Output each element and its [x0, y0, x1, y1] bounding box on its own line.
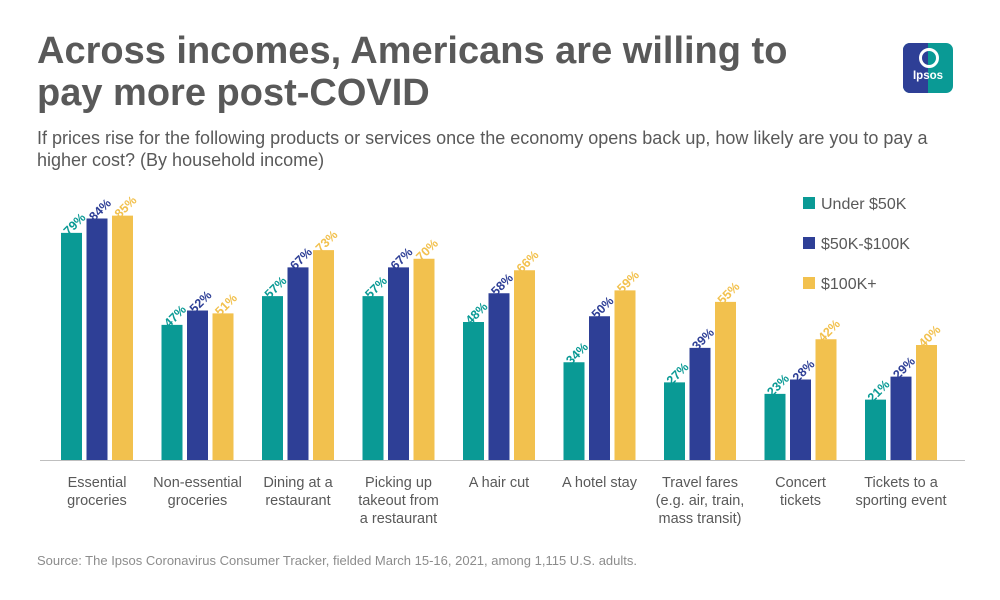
legend-swatch [803, 277, 815, 289]
bar [715, 301, 736, 460]
bar [86, 218, 108, 460]
bar [589, 316, 610, 460]
chart-subtitle: If prices rise for the following product… [37, 128, 928, 170]
x-tick-label: Dining at a restaurant [263, 475, 333, 509]
bar [313, 250, 334, 460]
bar [287, 267, 309, 460]
bar [514, 270, 535, 460]
bar [890, 376, 912, 460]
bar [112, 215, 133, 460]
bar [413, 258, 435, 460]
bar [563, 362, 585, 460]
x-tick-label: Concert tickets [775, 475, 826, 509]
bar [61, 232, 82, 460]
bar [463, 322, 484, 460]
bar [790, 379, 811, 460]
x-tick-label: Non-essential groceries [153, 475, 242, 509]
bar [488, 293, 510, 460]
x-tick-label: A hair cut [469, 475, 529, 491]
ipsos-logo: Ipsos [903, 43, 953, 93]
bar [916, 345, 937, 460]
bar [764, 393, 786, 460]
legend-label: $100K+ [821, 276, 877, 293]
bar [187, 310, 208, 460]
bar [362, 296, 384, 460]
bar [815, 339, 837, 460]
bar [614, 290, 636, 460]
legend-swatch [803, 237, 815, 249]
bar [664, 382, 685, 460]
ipsos-logo-text: Ipsos [912, 70, 944, 82]
legend-label: $50K-$100K [821, 236, 910, 253]
x-tick-label: Tickets to a sporting event [855, 475, 946, 509]
x-tick-label: Essential groceries [67, 475, 127, 509]
legend-swatch [803, 197, 815, 209]
x-tick-label: A hotel stay [562, 475, 638, 491]
x-tick-label: Travel fares (e.g. air, train, mass transi… [656, 475, 745, 527]
bar [388, 267, 409, 460]
bar [262, 296, 283, 460]
source-note: Source: The Ipsos Coronavirus Consumer T… [37, 553, 637, 568]
chart-title: Across incomes, Americans are willing to… [37, 30, 788, 114]
x-tick-label: Picking up takeout from a restaurant [358, 475, 439, 527]
bar [161, 324, 183, 460]
bar [865, 399, 886, 460]
bar [212, 313, 234, 460]
legend-label: Under $50K [821, 196, 907, 213]
bar [689, 347, 711, 460]
